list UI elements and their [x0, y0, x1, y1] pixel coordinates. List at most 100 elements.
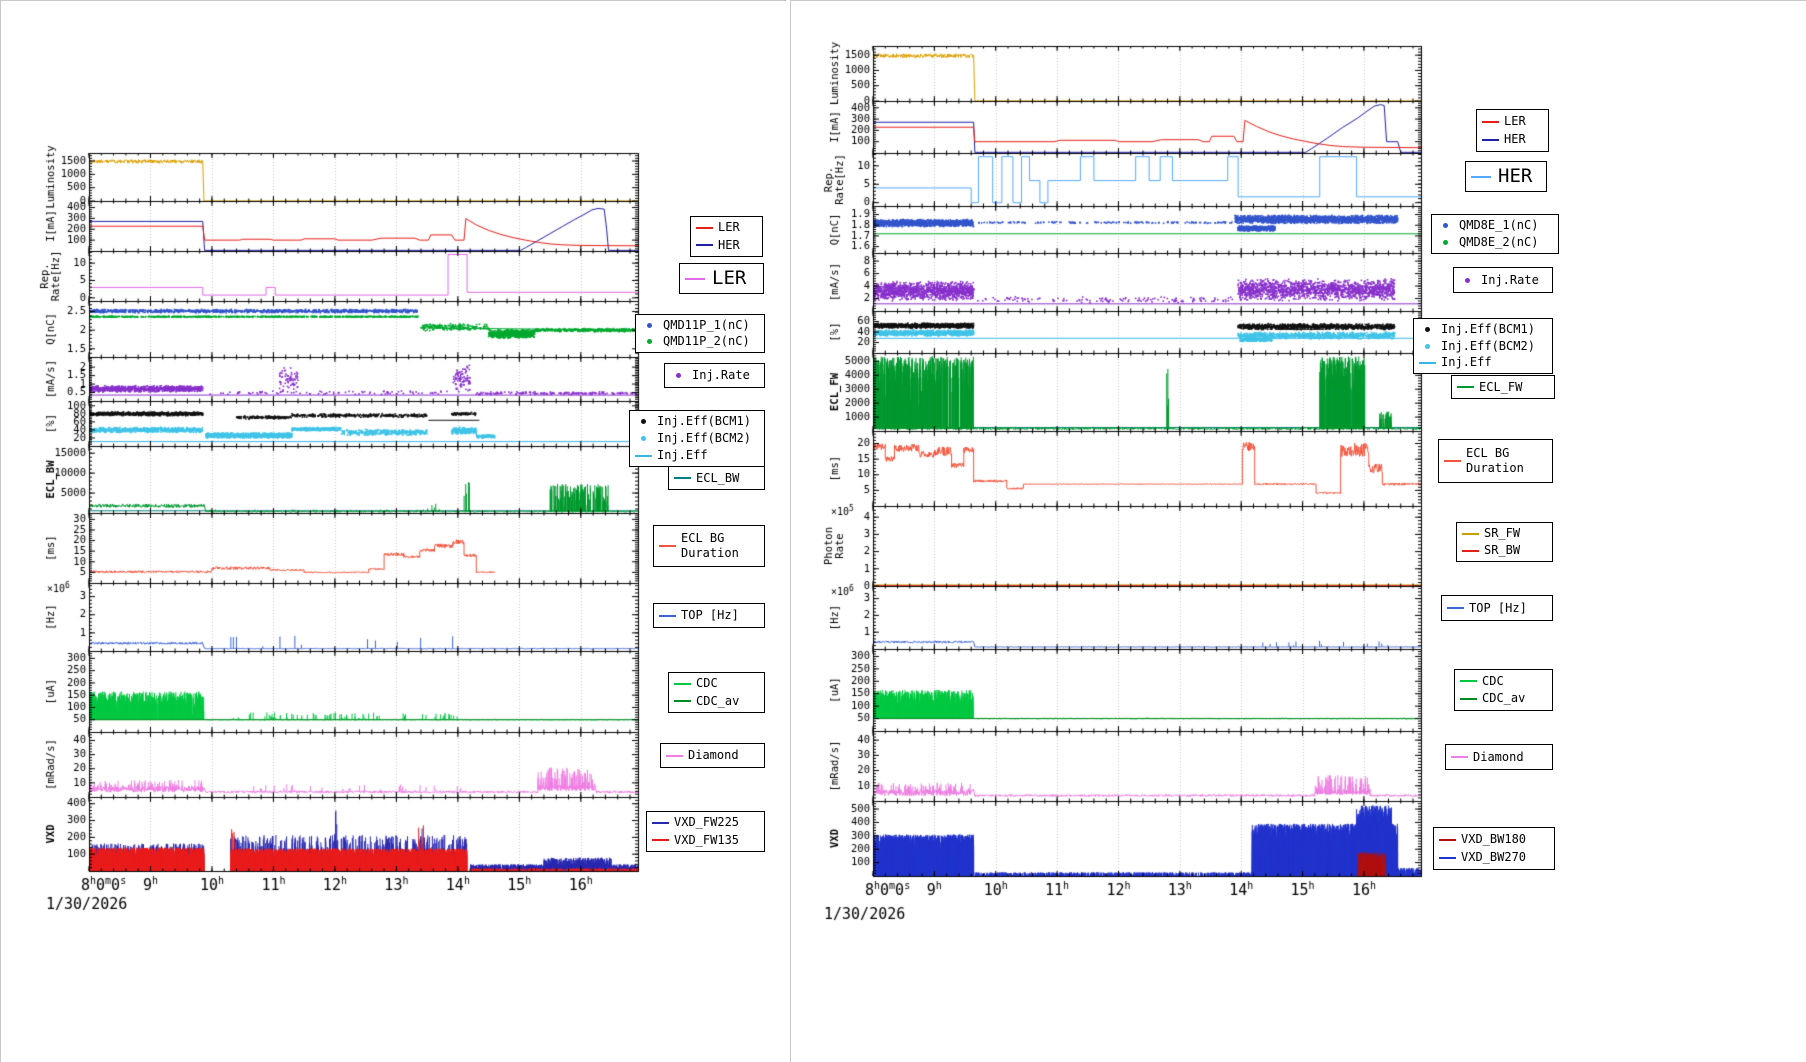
legend-item: Inj.Rate	[1457, 273, 1549, 288]
legend-label: Inj.Eff(BCM1)	[1441, 321, 1535, 336]
legend-item: TOP [Hz]	[657, 608, 761, 623]
legend-label: LER	[718, 220, 740, 235]
legend-item: QMD11P_1(nC)	[639, 318, 761, 333]
legend-label: Inj.Eff(BCM2)	[1441, 338, 1535, 353]
legend-item: CDC	[672, 676, 761, 691]
legend-ring: LER	[679, 263, 764, 294]
legend-label: HER	[1498, 164, 1533, 187]
legend-item: VXD_FW225	[650, 815, 761, 830]
legend-item: VXD_BW270	[1437, 850, 1551, 865]
line-swatch-icon	[1444, 460, 1461, 462]
line-swatch-icon	[696, 226, 713, 229]
legend-item: SR_FW	[1460, 526, 1549, 541]
legend-item: ECL BG Duration	[1442, 446, 1549, 476]
legend-ecl-fw: ECL_FW	[1451, 375, 1555, 399]
marker-swatch-icon	[1425, 343, 1430, 349]
legend-ecl-bg: ECL BG Duration	[653, 525, 765, 567]
line-swatch-icon	[1482, 120, 1499, 123]
legend-ring: HER	[1465, 161, 1547, 192]
legend-label: QMD11P_2(nC)	[663, 334, 750, 349]
legend-item: CDC	[1458, 674, 1549, 689]
line-swatch-icon	[1451, 756, 1468, 758]
legend-beam-currents: LER HER	[690, 216, 763, 257]
legend-diamond: Diamond	[1445, 744, 1553, 770]
legend-sr: SR_FW SR_BW	[1456, 522, 1553, 562]
marker-swatch-icon	[676, 373, 681, 378]
line-swatch-icon	[674, 682, 691, 685]
line-swatch-icon	[1457, 386, 1474, 388]
legend-item: Inj.Rate	[668, 368, 761, 383]
legend-item: Inj.Eff(BCM2)	[633, 431, 761, 446]
legend-item: Inj.Eff(BCM2)	[1417, 339, 1549, 354]
legend-label: Inj.Rate	[692, 368, 750, 382]
legend-item: Inj.Eff	[1417, 355, 1549, 370]
legend-top: TOP [Hz]	[653, 603, 765, 628]
legend-item: SR_BW	[1460, 543, 1549, 558]
legend-diamond: Diamond	[660, 743, 765, 768]
line-swatch-icon	[652, 839, 669, 842]
legend-item: HER	[694, 238, 759, 253]
legend-item: CDC_av	[672, 694, 761, 709]
line-swatch-icon	[1462, 549, 1479, 552]
legend-label: Diamond	[688, 748, 739, 762]
legend-item: QMD11P_2(nC)	[639, 334, 761, 349]
legend-inj-eff: Inj.Eff(BCM1) Inj.Eff(BCM2) Inj.Eff	[629, 410, 765, 467]
panel-ler-monitor: LER HER LER QMD11P_1(nC) QMD11P_2(nC) Inj.Rat…	[0, 0, 787, 1062]
panel-her-monitor: LER HER HER QMD8E_1(nC) QMD8E_2(nC) Inj.Rate I…	[790, 0, 1806, 1062]
legend-charge: QMD8E_1(nC) QMD8E_2(nC)	[1431, 214, 1559, 254]
legend-label: HER	[718, 237, 740, 252]
legend-item: ECL_BW	[672, 471, 761, 486]
legend-label: ECL BG Duration	[1466, 446, 1524, 475]
marker-swatch-icon	[647, 322, 652, 328]
legend-label: CDC_av	[696, 693, 740, 708]
legend-item: QMD8E_2(nC)	[1435, 235, 1555, 250]
legend-label: Diamond	[1473, 749, 1524, 764]
legend-item: Inj.Eff(BCM1)	[633, 414, 761, 429]
legend-item: ECL_FW	[1455, 380, 1551, 395]
line-swatch-icon	[1447, 607, 1464, 609]
legend-label: ECL_BW	[696, 470, 740, 485]
strip-charts-canvas-right	[791, 1, 1806, 1062]
line-swatch-icon	[1462, 532, 1479, 535]
marker-swatch-icon	[1465, 277, 1470, 283]
line-swatch-icon	[659, 614, 676, 617]
legend-label: VXD_FW225	[674, 815, 740, 830]
legend-ecl-bw: ECL_BW	[668, 466, 765, 490]
legend-item: LER	[1480, 114, 1545, 129]
legend-label: ECL BG Duration	[681, 531, 739, 560]
line-swatch-icon	[666, 754, 683, 757]
legend-inj-rate: Inj.Rate	[664, 363, 765, 388]
line-swatch-icon	[696, 244, 713, 247]
legend-label: Inj.Eff	[657, 448, 708, 462]
line-swatch-icon	[635, 454, 652, 457]
legend-label: CDC_av	[1482, 691, 1526, 706]
legend-vxd: VXD_BW180 VXD_BW270	[1433, 827, 1555, 870]
line-swatch-icon	[659, 545, 676, 547]
legend-label: SR_BW	[1484, 543, 1521, 557]
legend-label: QMD11P_1(nC)	[663, 317, 750, 332]
line-swatch-icon	[685, 277, 705, 280]
marker-swatch-icon	[641, 419, 646, 424]
legend-label: Inj.Rate	[1481, 272, 1539, 287]
line-swatch-icon	[1439, 856, 1456, 859]
legend-label: Inj.Eff(BCM1)	[657, 414, 751, 428]
line-swatch-icon	[1471, 175, 1491, 178]
legend-label: LER	[1504, 114, 1526, 128]
legend-item: Diamond	[664, 748, 761, 763]
legend-item: Inj.Eff(BCM1)	[1417, 322, 1549, 337]
line-swatch-icon	[652, 821, 669, 824]
legend-label: CDC	[696, 676, 718, 691]
line-swatch-icon	[1460, 697, 1477, 700]
legend-charge: QMD11P_1(nC) QMD11P_2(nC)	[635, 314, 765, 353]
marker-swatch-icon	[1425, 326, 1430, 332]
line-swatch-icon	[1439, 838, 1456, 841]
legend-item: ECL BG Duration	[657, 531, 761, 561]
marker-swatch-icon	[1443, 223, 1448, 228]
legend-inj-eff: Inj.Eff(BCM1) Inj.Eff(BCM2) Inj.Eff	[1413, 318, 1553, 374]
legend-label: Inj.Eff(BCM2)	[657, 431, 751, 445]
legend-item: Inj.Eff	[633, 448, 761, 463]
legend-item: VXD_BW180	[1437, 832, 1551, 847]
legend-label: QMD8E_2(nC)	[1459, 235, 1539, 249]
legend-top: TOP [Hz]	[1441, 595, 1553, 621]
